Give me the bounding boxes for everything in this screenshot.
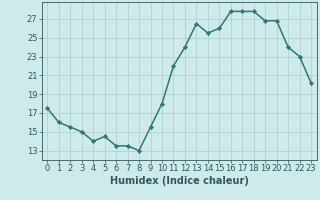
X-axis label: Humidex (Indice chaleur): Humidex (Indice chaleur) — [110, 176, 249, 186]
